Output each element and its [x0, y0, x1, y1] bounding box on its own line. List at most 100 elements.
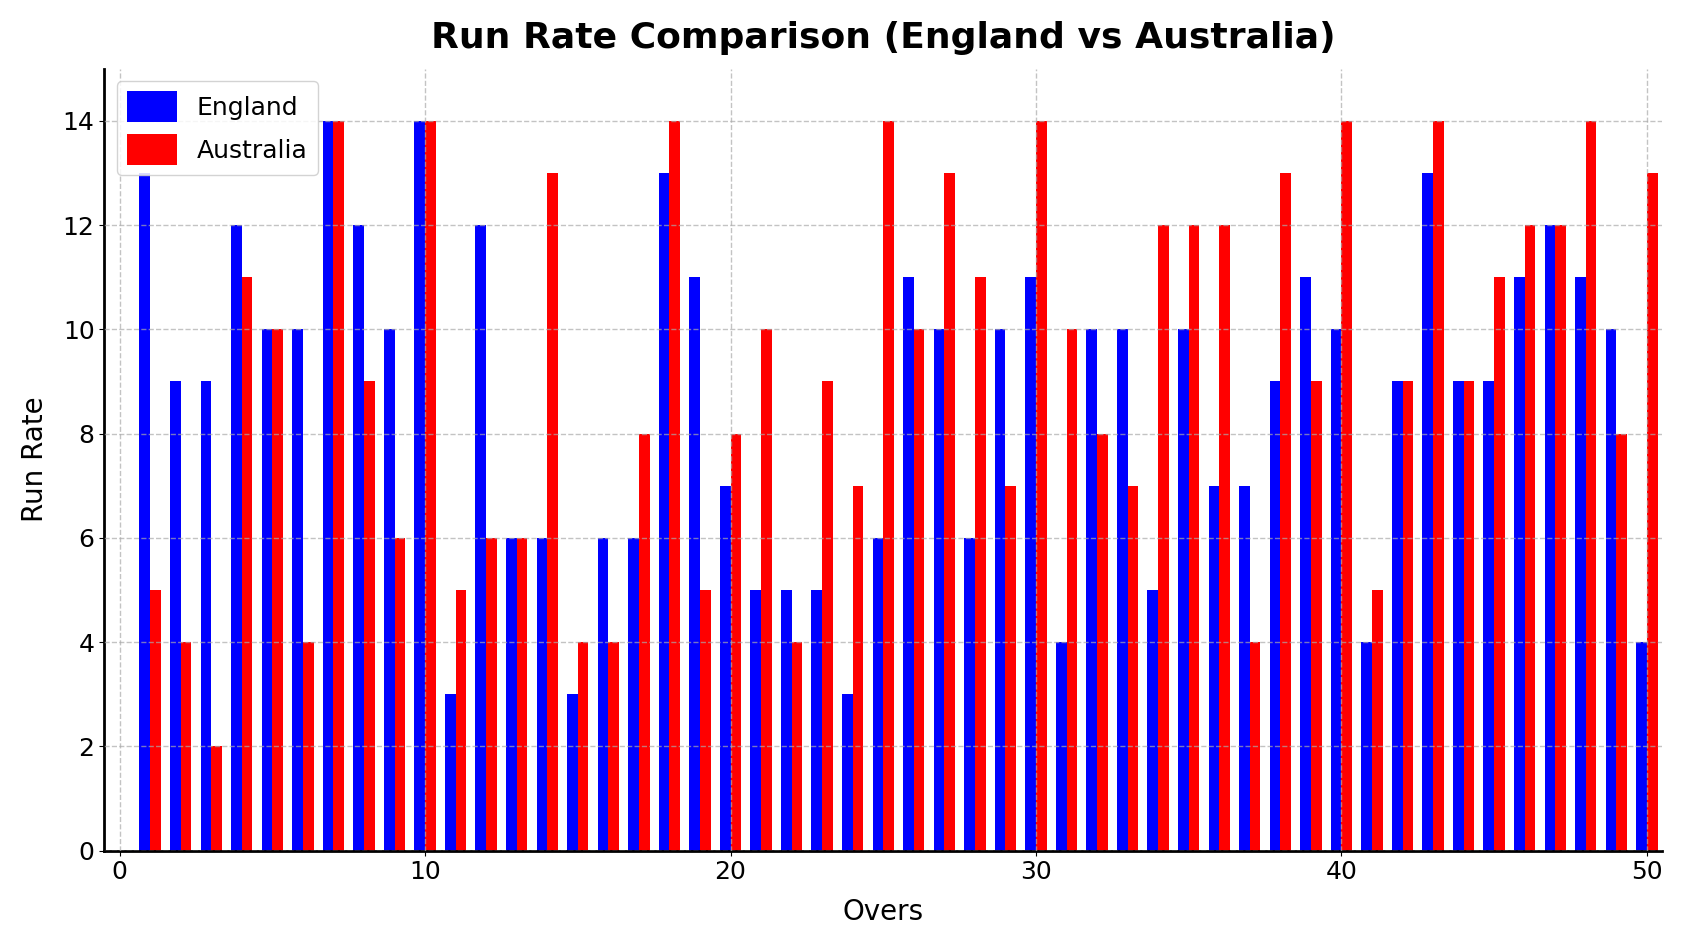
Bar — [1647, 173, 1657, 850]
Bar — [1617, 434, 1627, 850]
Bar — [1342, 121, 1352, 850]
Bar — [1116, 330, 1128, 850]
Bar — [180, 642, 192, 850]
Bar — [781, 590, 792, 850]
X-axis label: Overs: Overs — [843, 898, 924, 926]
Bar — [639, 434, 649, 850]
Bar — [944, 173, 954, 850]
Bar — [841, 694, 853, 850]
Bar — [1209, 486, 1219, 850]
Bar — [1453, 382, 1463, 850]
Bar — [934, 330, 944, 850]
Bar — [566, 694, 578, 850]
Bar — [823, 382, 833, 850]
Y-axis label: Run Rate: Run Rate — [20, 397, 49, 523]
Bar — [1312, 382, 1322, 850]
Bar — [1635, 642, 1647, 850]
Bar — [516, 538, 528, 850]
Bar — [455, 590, 467, 850]
Bar — [1524, 225, 1536, 850]
Bar — [1067, 330, 1077, 850]
Bar — [1128, 486, 1138, 850]
Bar — [597, 538, 609, 850]
Bar — [1372, 590, 1383, 850]
Bar — [873, 538, 883, 850]
Bar — [1587, 121, 1597, 850]
Bar — [364, 382, 374, 850]
Bar — [629, 538, 639, 850]
Bar — [1423, 173, 1433, 850]
Bar — [750, 590, 760, 850]
Bar — [760, 330, 772, 850]
Bar — [292, 330, 303, 850]
Bar — [170, 382, 180, 850]
Bar — [425, 121, 435, 850]
Bar — [1300, 277, 1312, 850]
Bar — [1098, 434, 1108, 850]
Bar — [720, 486, 730, 850]
Bar — [475, 225, 486, 850]
Bar — [303, 642, 314, 850]
Bar — [354, 225, 364, 850]
Bar — [1544, 225, 1554, 850]
Bar — [1280, 173, 1291, 850]
Bar — [384, 330, 395, 850]
Bar — [659, 173, 669, 850]
Bar — [1086, 330, 1098, 850]
Bar — [1148, 590, 1158, 850]
Bar — [609, 642, 619, 850]
Bar — [1249, 642, 1261, 850]
Bar — [690, 277, 700, 850]
Bar — [1554, 225, 1566, 850]
Bar — [1330, 330, 1342, 850]
Bar — [211, 746, 223, 850]
Bar — [1270, 382, 1280, 850]
Legend: England, Australia: England, Australia — [116, 81, 317, 174]
Bar — [1514, 277, 1524, 850]
Bar — [904, 277, 914, 850]
Bar — [1055, 642, 1067, 850]
Bar — [1025, 277, 1035, 850]
Bar — [1494, 277, 1506, 850]
Bar — [964, 538, 975, 850]
Bar — [486, 538, 497, 850]
Bar — [241, 277, 253, 850]
Bar — [445, 694, 455, 850]
Bar — [1605, 330, 1617, 850]
Bar — [1433, 121, 1443, 850]
Bar — [548, 173, 558, 850]
Bar — [201, 382, 211, 850]
Bar — [150, 590, 160, 850]
Bar — [1035, 121, 1047, 850]
Bar — [811, 590, 823, 850]
Bar — [1005, 486, 1017, 850]
Bar — [792, 642, 803, 850]
Bar — [1219, 225, 1231, 850]
Bar — [1158, 225, 1168, 850]
Bar — [883, 121, 894, 850]
Bar — [395, 538, 405, 850]
Bar — [273, 330, 283, 850]
Bar — [1575, 277, 1587, 850]
Bar — [669, 121, 679, 850]
Bar — [700, 590, 711, 850]
Bar — [1239, 486, 1249, 850]
Bar — [261, 330, 273, 850]
Bar — [415, 121, 425, 850]
Bar — [231, 225, 241, 850]
Bar — [1361, 642, 1372, 850]
Bar — [730, 434, 742, 850]
Bar — [578, 642, 588, 850]
Bar — [1403, 382, 1413, 850]
Bar — [334, 121, 344, 850]
Title: Run Rate Comparison (England vs Australia): Run Rate Comparison (England vs Australi… — [432, 21, 1335, 55]
Bar — [995, 330, 1005, 850]
Bar — [975, 277, 986, 850]
Bar — [140, 173, 150, 850]
Bar — [853, 486, 863, 850]
Bar — [914, 330, 924, 850]
Bar — [506, 538, 516, 850]
Bar — [1463, 382, 1474, 850]
Bar — [1189, 225, 1199, 850]
Bar — [1484, 382, 1494, 850]
